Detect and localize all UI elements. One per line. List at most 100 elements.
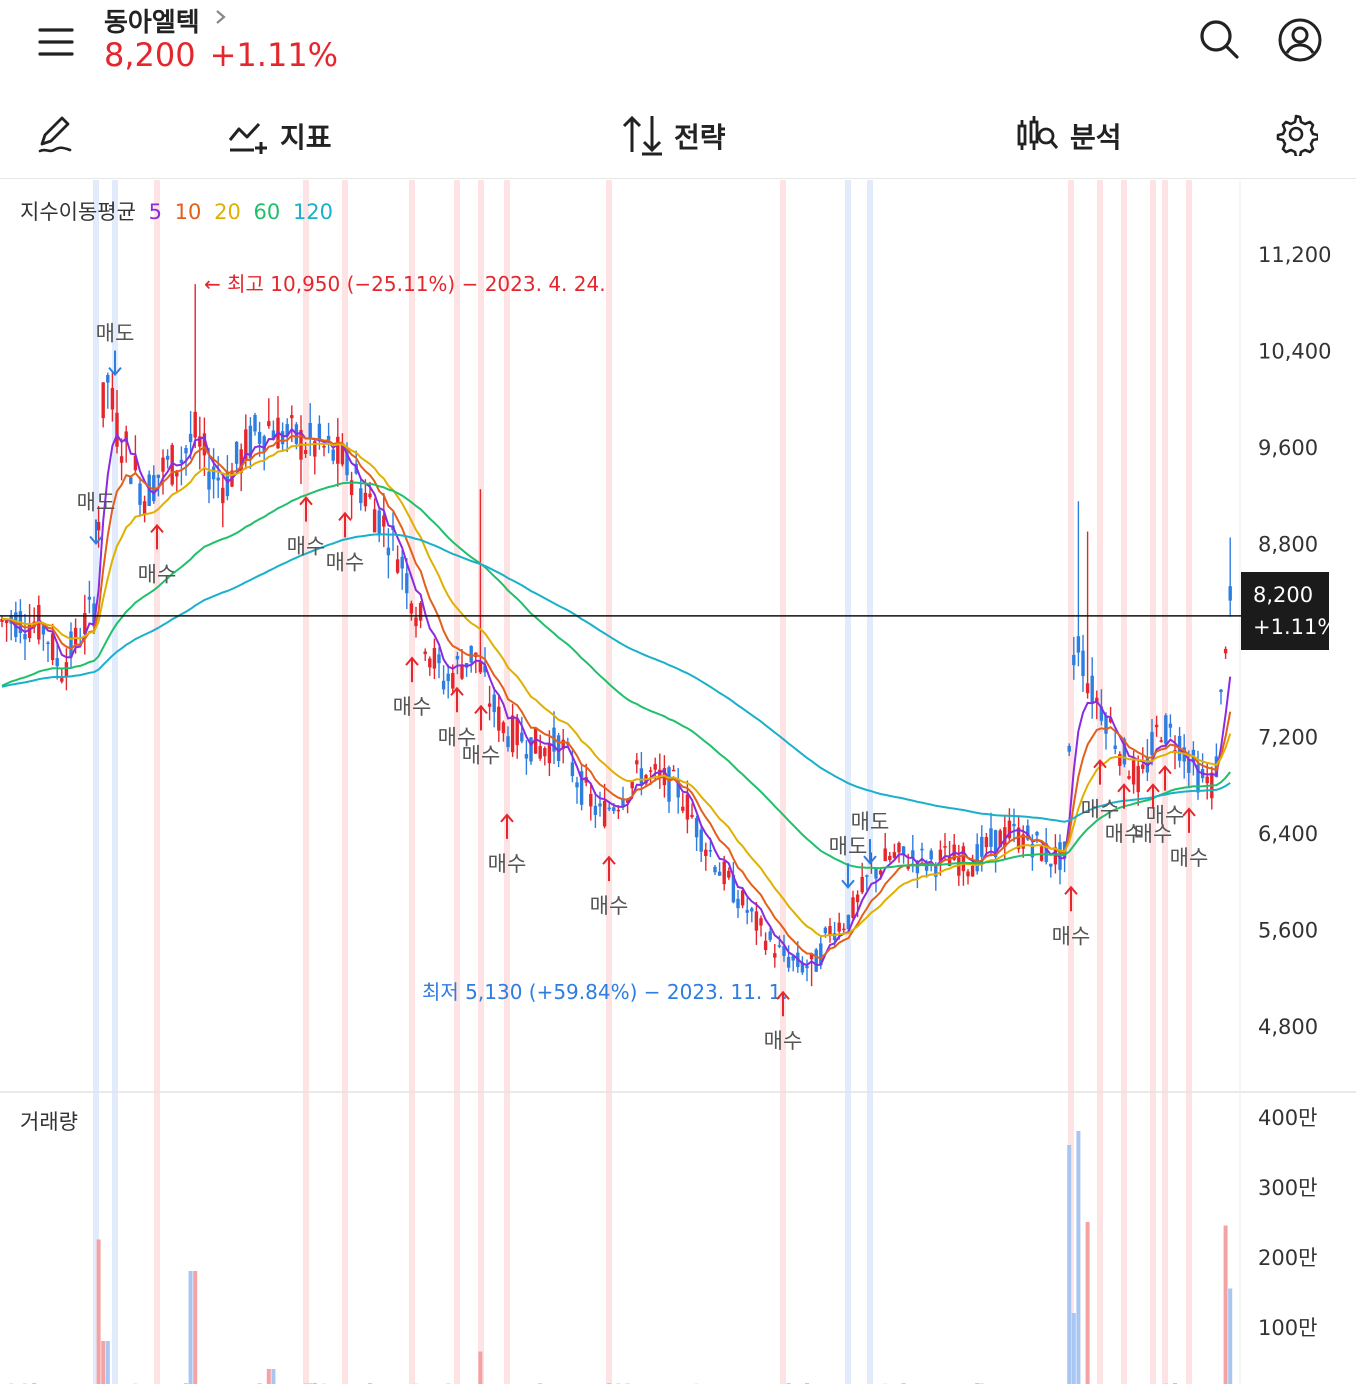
candle-body bbox=[713, 866, 717, 873]
candle-body bbox=[115, 412, 119, 447]
strategy-label: 전략 bbox=[674, 121, 726, 154]
candle-body bbox=[529, 737, 533, 762]
candle-body bbox=[248, 425, 253, 459]
indicator-button[interactable]: 지표 bbox=[226, 112, 332, 160]
settings-button[interactable] bbox=[1274, 112, 1320, 160]
candle-body bbox=[740, 890, 745, 906]
candle-body bbox=[579, 771, 584, 805]
candle-body bbox=[340, 443, 345, 465]
candle-body bbox=[589, 793, 593, 807]
candle-body bbox=[1076, 636, 1081, 653]
candle-body bbox=[1058, 842, 1062, 870]
candle-body bbox=[1044, 843, 1048, 863]
candle-body bbox=[1003, 827, 1007, 848]
chart-toolbar: 지표 전략 분석 bbox=[0, 96, 1356, 179]
candle-body bbox=[326, 435, 331, 441]
candle-body bbox=[221, 487, 225, 504]
legend-ma-20: 20 bbox=[214, 200, 241, 224]
candle-body bbox=[970, 865, 975, 877]
candle-body bbox=[1122, 739, 1127, 765]
candle-body bbox=[4, 620, 9, 624]
y-tick-label: 5,600 bbox=[1258, 919, 1318, 943]
y-tick-label: 11,200 bbox=[1258, 243, 1331, 267]
price-chart[interactable]: 11,200 10,400 9,600 8,800 7,200 6,400 5,600 4,8… bbox=[0, 180, 1356, 1384]
buy-arrow bbox=[1117, 783, 1131, 809]
candle-body bbox=[1030, 843, 1035, 858]
draw-button[interactable] bbox=[34, 112, 78, 160]
candle-body bbox=[1099, 706, 1104, 721]
candle-body bbox=[823, 927, 828, 934]
buy-arrow bbox=[338, 511, 352, 538]
candle-body bbox=[809, 953, 814, 960]
candle-body bbox=[975, 844, 979, 872]
chart-area[interactable]: 11,200 10,400 9,600 8,800 7,200 6,400 5,600 4,8… bbox=[0, 180, 1356, 1384]
buy-signal-label: 매수 bbox=[1052, 924, 1091, 948]
y-tick-label: 8,800 bbox=[1258, 533, 1318, 557]
candle-body bbox=[989, 828, 993, 847]
candle-body bbox=[855, 894, 860, 903]
candle-body bbox=[782, 946, 786, 956]
candle-body bbox=[492, 694, 496, 713]
candle-body bbox=[382, 515, 386, 527]
analysis-button[interactable]: 분석 bbox=[1014, 112, 1122, 160]
candle-body bbox=[1007, 820, 1012, 839]
sell-arrow bbox=[841, 863, 855, 889]
candle-body bbox=[800, 962, 805, 973]
candle-body bbox=[483, 665, 487, 673]
candle-body bbox=[60, 678, 64, 682]
candle-body bbox=[878, 870, 883, 875]
high-price-note: ← 최고 10,950 (−25.11%) − 2023. 4. 24. bbox=[204, 272, 606, 296]
candle-body bbox=[317, 423, 322, 442]
candle-body bbox=[745, 909, 749, 913]
candle-body bbox=[805, 965, 809, 969]
candle-body bbox=[55, 658, 59, 667]
candle-body bbox=[543, 748, 547, 757]
search-icon[interactable] bbox=[1196, 16, 1242, 66]
volume-tick-label: 400만 bbox=[1258, 1106, 1317, 1130]
user-icon[interactable] bbox=[1276, 16, 1324, 68]
candle-body bbox=[699, 829, 703, 852]
volume-tick-label: 200만 bbox=[1258, 1246, 1317, 1270]
menu-icon[interactable] bbox=[32, 18, 80, 66]
candle-body bbox=[777, 945, 782, 947]
volume-bar bbox=[478, 1351, 483, 1384]
candle-body bbox=[832, 933, 837, 941]
candle-body bbox=[625, 799, 630, 803]
candle-body bbox=[690, 814, 694, 818]
candle-body bbox=[929, 850, 933, 860]
candle-body bbox=[363, 492, 368, 507]
strategy-icon bbox=[620, 112, 664, 160]
y-tick-label: 9,600 bbox=[1258, 436, 1318, 460]
candle-body bbox=[175, 470, 179, 477]
candle-body bbox=[819, 943, 823, 966]
candle-body bbox=[253, 415, 257, 432]
candle-body bbox=[943, 846, 947, 848]
candle-body bbox=[750, 908, 754, 912]
signal-band bbox=[1068, 180, 1074, 1384]
candle-body bbox=[1067, 745, 1071, 752]
candle-body bbox=[308, 422, 312, 439]
legend-ma-5: 5 bbox=[148, 200, 162, 224]
candle-body bbox=[244, 429, 248, 460]
candle-body bbox=[1159, 740, 1163, 742]
candle-body bbox=[1164, 715, 1168, 744]
volume-tick-label: 300만 bbox=[1258, 1176, 1317, 1200]
candle-body bbox=[888, 855, 892, 860]
candle-body bbox=[924, 863, 929, 871]
candle-body bbox=[50, 633, 55, 661]
candle-body bbox=[1108, 717, 1113, 723]
analysis-icon bbox=[1014, 112, 1060, 160]
candle-body bbox=[257, 432, 262, 444]
y-tick-label: 7,200 bbox=[1258, 726, 1318, 750]
candle-body bbox=[211, 466, 216, 480]
candle-body bbox=[69, 631, 73, 658]
header-bar: 동아엘텍 8,200 +1.11% bbox=[0, 0, 1356, 90]
candle-body bbox=[1168, 723, 1173, 728]
candle-body bbox=[101, 382, 105, 419]
buy-signal-label: 매수 bbox=[488, 852, 527, 876]
sell-arrow bbox=[108, 350, 122, 377]
candle-body bbox=[506, 736, 510, 748]
strategy-button[interactable]: 전략 bbox=[620, 112, 726, 160]
signal-band bbox=[606, 180, 612, 1384]
candle-body bbox=[1026, 825, 1030, 840]
